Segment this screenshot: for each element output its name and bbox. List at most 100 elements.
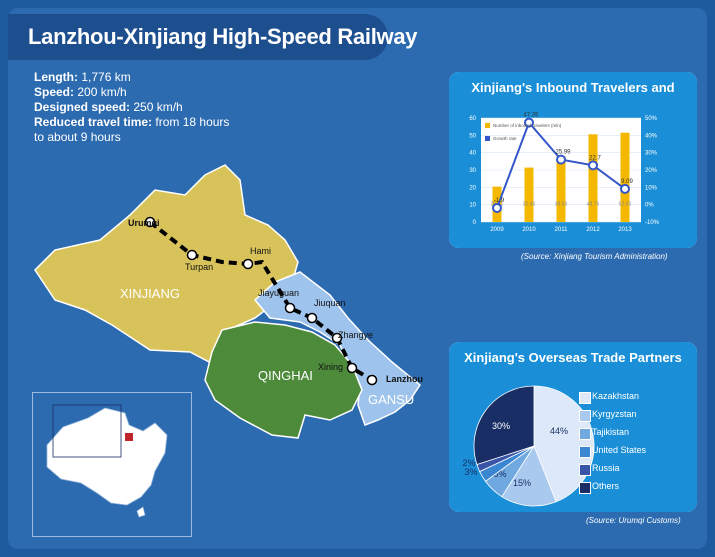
- city-dot-zhangye: [331, 332, 343, 344]
- growth-point: [620, 183, 630, 194]
- growth-point: [556, 154, 566, 165]
- x-tick: 2012: [586, 227, 600, 233]
- city-label-lanzhou: Lanzhou: [386, 374, 423, 384]
- stat-speed: Speed: 200 km/h: [34, 85, 127, 99]
- pie-value-label: 30%: [492, 421, 510, 431]
- legend-label: Kazakhstan: [592, 391, 640, 401]
- y-left-tick: 50: [469, 133, 476, 139]
- bar-2011: [556, 156, 566, 222]
- legend-swatch: [579, 482, 591, 494]
- stat-travel-time: Reduced travel time: from 18 hours to ab…: [34, 115, 230, 144]
- city-dot-jiuquan: [306, 312, 318, 324]
- xinjiang-region: [34, 164, 299, 367]
- railway-stats: Length: 1,776 km Speed: 200 km/h Designe…: [34, 70, 234, 145]
- city-dot-xining: [346, 362, 358, 374]
- city-label-turpan: Turpan: [185, 262, 214, 272]
- legend-swatch: [579, 464, 591, 476]
- city-label-zhangye: Zhangye: [338, 330, 374, 340]
- legend-label: Russia: [592, 463, 620, 473]
- legend-item-united-states: United States: [579, 445, 647, 458]
- y-left-tick: 30: [469, 168, 476, 174]
- legend-label: Kyrgyzstan: [592, 409, 637, 419]
- y-right-tick: 50%: [645, 116, 658, 122]
- travelers-chart: 0102030405060-10%0%10%20%30%40%50%20.412…: [469, 113, 660, 233]
- y-left-tick: 40: [469, 151, 476, 157]
- pie-value-label: 44%: [550, 426, 568, 436]
- y-right-tick: -10%: [645, 220, 660, 226]
- railway-route: [148, 220, 374, 382]
- bar-2012: [588, 134, 598, 222]
- legend-swatch-line: [485, 136, 490, 141]
- legend-label-line: Growth rate: [493, 136, 517, 141]
- inset-map: [32, 392, 192, 537]
- city-label-urumqi: Urumqi: [128, 218, 160, 228]
- pie-value-label: 2%: [462, 458, 475, 468]
- x-tick: 2009: [490, 227, 504, 233]
- pie-slice-kazakhstan: [533, 385, 595, 503]
- legend-label: United States: [592, 445, 647, 455]
- title-bar: [8, 14, 388, 60]
- qinghai-region: [204, 321, 363, 439]
- x-tick: 2010: [522, 227, 536, 233]
- x-tick: 2011: [555, 227, 569, 233]
- bar-2010: [524, 167, 534, 222]
- stat-length: Length: 1,776 km: [34, 70, 131, 84]
- y-right-tick: 10%: [645, 185, 658, 191]
- trade-source: (Source: Urumqi Customs): [586, 516, 681, 525]
- legend-label: Others: [592, 481, 620, 491]
- city-dot-urumqi: [144, 216, 156, 228]
- growth-label: 22.7: [589, 155, 601, 161]
- legend-swatch: [579, 392, 591, 404]
- legend-item-others: Others: [579, 481, 620, 494]
- pie-value-label: 3%: [464, 467, 477, 477]
- gansu-label: GANSU: [368, 392, 415, 407]
- legend-swatch: [579, 446, 591, 458]
- city-label-jiayuguan: Jiayuguan: [258, 288, 300, 298]
- y-left-tick: 10: [469, 203, 476, 209]
- legend-swatch-bars: [485, 123, 490, 128]
- legend-label-bars: Number of inbound travelers (mln): [493, 123, 562, 128]
- legend-item-kyrgyzstan: Kyrgyzstan: [579, 409, 637, 422]
- travelers-chart-panel: Xinjiang's Inbound Travelers and Growth …: [449, 72, 697, 248]
- y-right-tick: 0%: [645, 203, 654, 209]
- y-left-tick: 60: [469, 116, 476, 122]
- trade-chart-panel: Xinjiang's Overseas Trade Partners 44% 15…: [449, 342, 697, 512]
- growth-point: [524, 117, 534, 128]
- trade-pie-chart: 44% 15% 6% 3%2% 30%: [462, 385, 595, 507]
- bar-label: 48.75: [587, 202, 600, 208]
- y-right-tick: 40%: [645, 133, 658, 139]
- xinjiang-label: XINJIANG: [120, 286, 180, 301]
- legend-label: Tajikistan: [592, 427, 630, 437]
- growth-point: [492, 202, 502, 213]
- inset-china-outline: [46, 404, 168, 518]
- legend-item-kazakhstan: Kazakhstan: [579, 391, 640, 404]
- legend-swatch: [579, 428, 591, 440]
- city-label-jiuquan: Jiuquan: [314, 298, 346, 308]
- legend-item-tajikistan: Tajikistan: [579, 427, 630, 440]
- page-title: Lanzhou-Xinjiang High-Speed Railway: [28, 24, 418, 49]
- legend-item-russia: Russia: [579, 463, 620, 476]
- bar-label: 39.53: [555, 202, 568, 208]
- stat-designed-speed: Designed speed: 250 km/h: [34, 100, 183, 114]
- travelers-source: (Source: Xinjiang Tourism Administration…: [521, 252, 668, 261]
- y-left-tick: 20: [469, 185, 476, 191]
- bar-label: 31.40: [523, 202, 536, 208]
- city-dot-lanzhou: [366, 374, 378, 386]
- bar-2013: [620, 132, 630, 222]
- qinghai-label: QINGHAI: [258, 368, 313, 383]
- x-tick: 2013: [618, 227, 632, 233]
- growth-label: 25.99: [555, 150, 571, 156]
- travelers-chart-title: Xinjiang's Inbound Travelers and Growth: [449, 72, 697, 127]
- pie-slice-kyrgyzstan: [501, 445, 557, 507]
- growth-point: [588, 160, 598, 171]
- y-right-tick: 30%: [645, 151, 658, 157]
- trade-chart-title: Xinjiang's Overseas Trade Partners: [449, 342, 697, 374]
- growth-label: 47.35: [523, 113, 539, 119]
- growth-label: -1.9: [494, 198, 505, 204]
- pie-value-label: 15%: [513, 478, 531, 488]
- y-left-tick: 0: [473, 220, 477, 226]
- legend-swatch: [579, 410, 591, 422]
- city-dot-jiayuguan: [284, 302, 296, 314]
- city-dot-turpan: [186, 249, 198, 261]
